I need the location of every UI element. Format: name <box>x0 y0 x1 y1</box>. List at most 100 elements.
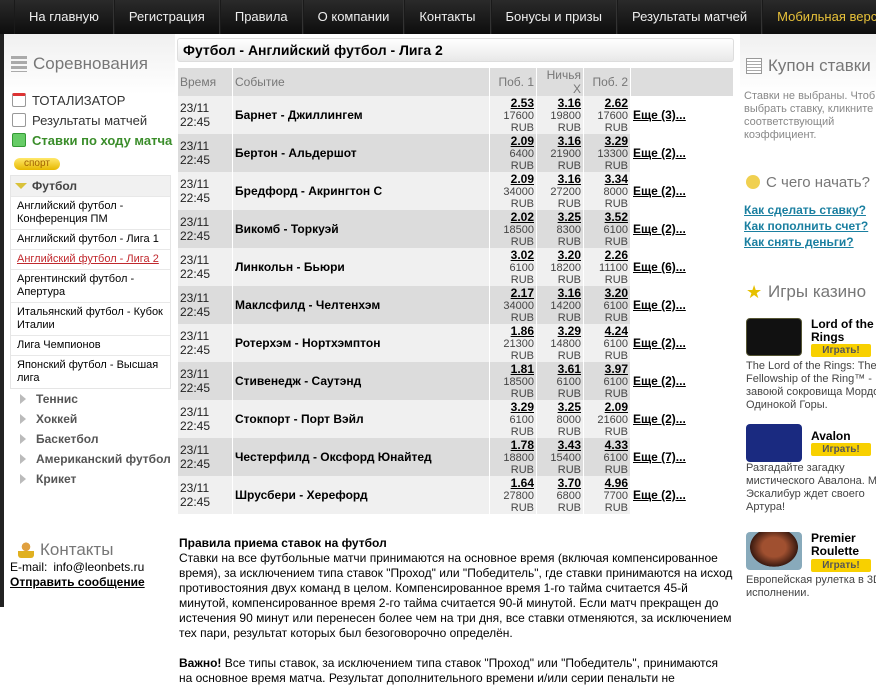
league-item-active[interactable]: Английский футбол - Лига 2 <box>11 249 170 269</box>
more-bets-link[interactable]: Еще (2)... <box>633 146 686 160</box>
send-message-link[interactable]: Отправить сообщение <box>10 575 145 589</box>
sport-basketball[interactable]: Баскетбол <box>20 429 175 449</box>
game-name[interactable]: Lord of the Rings <box>811 317 874 344</box>
draw-odds[interactable]: 3.20 <box>557 248 581 262</box>
more-bets-link[interactable]: Еще (2)... <box>633 412 686 426</box>
win1-stake: 6400 RUB <box>509 148 534 172</box>
nav-rules[interactable]: Правила <box>219 0 303 34</box>
sport-cricket[interactable]: Крикет <box>20 469 175 489</box>
roulette-thumbnail[interactable] <box>746 532 802 570</box>
more-bets-link[interactable]: Еще (6)... <box>633 260 686 274</box>
win1-odds[interactable]: 1.86 <box>510 324 534 338</box>
league-item[interactable]: Лига Чемпионов <box>11 335 170 355</box>
match-date: 23/11 <box>180 215 210 229</box>
draw-odds[interactable]: 3.29 <box>557 324 581 338</box>
win2-odds[interactable]: 3.29 <box>604 134 628 148</box>
more-bets-link[interactable]: Еще (3)... <box>633 108 686 122</box>
football-header[interactable]: Футбол <box>11 176 170 196</box>
time-cell: 23/11 22:45 <box>178 400 232 438</box>
nav-bonuses[interactable]: Бонусы и призы <box>490 0 617 34</box>
win2-odds[interactable]: 2.09 <box>604 400 628 414</box>
nav-registration[interactable]: Регистрация <box>113 0 220 34</box>
draw-odds[interactable]: 3.16 <box>557 134 581 148</box>
match-time: 22:45 <box>180 419 211 433</box>
win1-odds[interactable]: 1.78 <box>510 438 534 452</box>
draw-odds[interactable]: 3.61 <box>557 362 581 376</box>
draw-odds[interactable]: 3.25 <box>557 400 581 414</box>
win2-stake: 11100 RUB <box>599 262 628 286</box>
nav-results[interactable]: Результаты матчей <box>616 0 763 34</box>
win1-odds[interactable]: 1.81 <box>510 362 534 376</box>
win2-odds[interactable]: 4.33 <box>604 438 628 452</box>
play-button[interactable]: Играть! <box>811 344 871 357</box>
win1-cell: 2.17 34000 RUB <box>490 286 536 324</box>
league-item[interactable]: Итальянский футбол - Кубок Италии <box>11 302 170 335</box>
nav-mobile[interactable]: Мобильная версия <box>762 0 876 34</box>
win1-odds[interactable]: 2.09 <box>510 172 534 186</box>
win1-odds[interactable]: 2.53 <box>510 96 534 110</box>
email-link[interactable]: info@leonbets.ru <box>53 560 145 574</box>
game-name[interactable]: Premier Roulette <box>811 531 859 558</box>
draw-odds[interactable]: 3.70 <box>557 476 581 490</box>
win2-odds[interactable]: 3.34 <box>604 172 628 186</box>
win2-odds[interactable]: 3.52 <box>604 210 628 224</box>
nav-about[interactable]: О компании <box>302 0 405 34</box>
live-bets-link[interactable]: Ставки по ходу матча <box>12 130 175 150</box>
win1-odds[interactable]: 2.17 <box>510 286 534 300</box>
time-cell: 23/11 22:45 <box>178 362 232 400</box>
email-label: E-mail: <box>10 560 48 574</box>
desc-line: Одинокой Горы. <box>746 399 828 411</box>
league-item[interactable]: Английский футбол - Конференция ПМ <box>11 196 170 229</box>
game-name[interactable]: Avalon <box>811 429 851 443</box>
sport-hockey[interactable]: Хоккей <box>20 409 175 429</box>
win2-cell: 2.09 21600 RUB <box>584 400 630 438</box>
sport-label: Крикет <box>36 472 77 486</box>
match-time: 22:45 <box>180 229 211 243</box>
match-date: 23/11 <box>180 101 210 115</box>
league-item[interactable]: Японский футбол - Высшая лига <box>11 355 170 388</box>
more-bets-link[interactable]: Еще (2)... <box>633 374 686 388</box>
draw-odds[interactable]: 3.16 <box>557 172 581 186</box>
play-button[interactable]: Играть! <box>811 559 871 572</box>
sport-tennis[interactable]: Теннис <box>20 389 175 409</box>
league-item[interactable]: Английский футбол - Лига 1 <box>11 229 170 249</box>
draw-odds[interactable]: 3.16 <box>557 286 581 300</box>
how-to-deposit-link[interactable]: Как пополнить счет? <box>744 219 869 233</box>
more-bets-link[interactable]: Еще (7)... <box>633 450 686 464</box>
competitions-heading: Соревнования <box>11 52 175 76</box>
avalon-thumbnail[interactable] <box>746 424 802 462</box>
win1-odds[interactable]: 3.29 <box>510 400 534 414</box>
draw-odds[interactable]: 3.43 <box>557 438 581 452</box>
win2-odds[interactable]: 2.62 <box>604 96 628 110</box>
results-link[interactable]: Результаты матчей <box>12 110 175 130</box>
lotr-thumbnail[interactable] <box>746 318 802 356</box>
more-bets-link[interactable]: Еще (2)... <box>633 488 686 502</box>
league-item[interactable]: Аргентинский футбол - Апертура <box>11 269 170 302</box>
win1-odds[interactable]: 2.02 <box>510 210 534 224</box>
nav-home[interactable]: На главную <box>14 0 114 34</box>
win1-odds[interactable]: 1.64 <box>510 476 534 490</box>
play-button[interactable]: Играть! <box>811 443 871 456</box>
draw-stake: 6800 RUB <box>556 490 581 514</box>
win1-odds[interactable]: 3.02 <box>510 248 534 262</box>
more-bets-link[interactable]: Еще (2)... <box>633 184 686 198</box>
totalizator-link[interactable]: ТОТАЛИЗАТОР <box>12 90 175 110</box>
nav-contacts[interactable]: Контакты <box>404 0 491 34</box>
win2-odds[interactable]: 3.97 <box>604 362 628 376</box>
win2-odds[interactable]: 3.20 <box>604 286 628 300</box>
more-bets-link[interactable]: Еще (2)... <box>633 222 686 236</box>
win1-odds[interactable]: 2.09 <box>510 134 534 148</box>
win2-odds[interactable]: 2.26 <box>604 248 628 262</box>
draw-odds[interactable]: 3.25 <box>557 210 581 224</box>
win2-odds[interactable]: 4.96 <box>604 476 628 490</box>
how-to-withdraw-link[interactable]: Как снять деньги? <box>744 235 854 249</box>
more-bets-link[interactable]: Еще (2)... <box>633 336 686 350</box>
more-bets-link[interactable]: Еще (2)... <box>633 298 686 312</box>
coupon-empty-text: Ставки не выбраны. Чтоб выбрать ставку, … <box>744 90 876 142</box>
col-event: Событие <box>233 68 489 96</box>
how-to-bet-link[interactable]: Как сделать ставку? <box>744 203 866 217</box>
draw-odds[interactable]: 3.16 <box>557 96 581 110</box>
sport-american-football[interactable]: Американский футбол <box>20 449 175 469</box>
win2-odds[interactable]: 4.24 <box>604 324 628 338</box>
top-nav: На главную Регистрация Правила О компани… <box>0 0 876 34</box>
